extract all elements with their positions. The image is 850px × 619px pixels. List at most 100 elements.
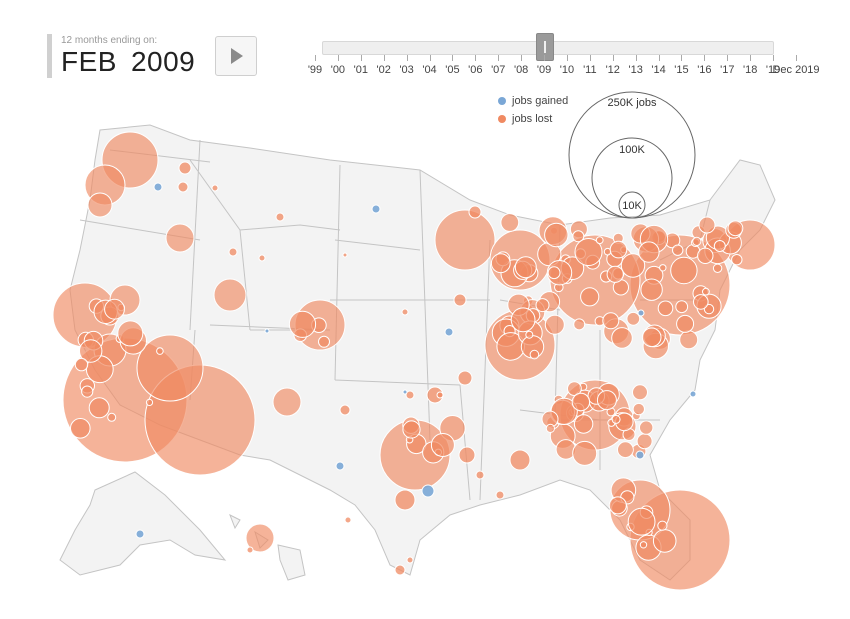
bubble-jobs-lost[interactable] — [79, 339, 103, 363]
bubble-jobs-lost[interactable] — [639, 420, 654, 435]
bubble-jobs-gained[interactable] — [371, 204, 381, 214]
bubble-jobs-lost[interactable] — [495, 490, 505, 500]
bubble-jobs-lost[interactable] — [525, 330, 534, 339]
bubble-jobs-lost[interactable] — [87, 192, 113, 218]
bubble-jobs-lost[interactable] — [609, 240, 628, 259]
bubble-jobs-lost[interactable] — [627, 507, 656, 536]
bubble-jobs-lost[interactable] — [611, 414, 621, 424]
bubble-jobs-lost[interactable] — [272, 387, 302, 417]
bubble-jobs-lost[interactable] — [529, 349, 540, 360]
bubble-jobs-lost[interactable] — [475, 470, 485, 480]
bubble-jobs-gained[interactable] — [335, 461, 345, 471]
bubble-jobs-lost[interactable] — [573, 318, 586, 331]
bubble-jobs-gained[interactable] — [444, 327, 454, 337]
timeline-slider[interactable] — [322, 33, 774, 61]
bubble-jobs-lost[interactable] — [490, 253, 511, 274]
bubble-jobs-lost[interactable] — [401, 308, 409, 316]
bubble-jobs-lost[interactable] — [228, 247, 238, 257]
bubble-jobs-lost[interactable] — [595, 236, 604, 245]
bubble-jobs-lost[interactable] — [573, 414, 594, 434]
bubble-jobs-lost[interactable] — [246, 546, 254, 554]
bubble-jobs-lost[interactable] — [156, 347, 164, 355]
bubble-jobs-lost[interactable] — [657, 520, 668, 531]
bubble-jobs-lost[interactable] — [245, 523, 275, 553]
bubble-jobs-lost[interactable] — [107, 412, 117, 422]
bubble-jobs-lost[interactable] — [727, 220, 744, 237]
bubble-jobs-lost[interactable] — [692, 236, 702, 246]
bubble-jobs-lost[interactable] — [211, 184, 219, 192]
bubble-jobs-lost[interactable] — [70, 418, 91, 439]
bubble-jobs-lost[interactable] — [545, 423, 556, 433]
bubble-jobs-lost[interactable] — [81, 385, 94, 398]
bubble-jobs-lost[interactable] — [632, 384, 648, 401]
bubble-jobs-lost[interactable] — [547, 266, 561, 280]
bubble-jobs-lost[interactable] — [638, 241, 660, 263]
bubble-jobs-lost[interactable] — [88, 397, 110, 419]
bubble-jobs-lost[interactable] — [468, 205, 482, 219]
bubble-jobs-lost[interactable] — [712, 263, 723, 273]
bubble-jobs-gained[interactable] — [689, 390, 697, 398]
bubble-jobs-lost[interactable] — [659, 264, 667, 272]
bubble-jobs-gained[interactable] — [264, 328, 270, 334]
bubble-jobs-lost[interactable] — [288, 310, 317, 338]
bubble-jobs-lost[interactable] — [657, 300, 674, 317]
bubble-jobs-lost[interactable] — [500, 213, 520, 232]
bubble-jobs-lost[interactable] — [344, 516, 352, 524]
bubble-jobs-lost[interactable] — [457, 370, 473, 386]
bubble-jobs-gained[interactable] — [635, 450, 645, 460]
bubble-jobs-lost[interactable] — [713, 240, 726, 252]
bubble-jobs-lost[interactable] — [405, 390, 415, 400]
bubble-jobs-lost[interactable] — [639, 541, 648, 549]
bubble-jobs-lost[interactable] — [136, 334, 204, 402]
bubble-jobs-gained[interactable] — [637, 309, 645, 317]
bubble-jobs-lost[interactable] — [509, 449, 531, 471]
bubble-jobs-lost[interactable] — [177, 181, 189, 193]
bubble-jobs-lost[interactable] — [617, 441, 634, 459]
bubble-jobs-lost[interactable] — [606, 265, 624, 283]
bubble-jobs-lost[interactable] — [611, 327, 633, 349]
bubble-jobs-lost[interactable] — [641, 327, 662, 348]
bubble-jobs-lost[interactable] — [574, 238, 603, 266]
bubble-jobs-lost[interactable] — [458, 446, 476, 464]
bubble-jobs-lost[interactable] — [693, 294, 709, 310]
bubble-jobs-lost[interactable] — [104, 298, 125, 320]
bubble-jobs-lost[interactable] — [640, 278, 663, 301]
play-button[interactable] — [215, 36, 257, 76]
bubble-jobs-lost[interactable] — [178, 161, 192, 175]
bubble-jobs-lost[interactable] — [572, 440, 598, 466]
bubble-jobs-lost[interactable] — [697, 247, 714, 265]
bubble-jobs-lost[interactable] — [620, 253, 646, 278]
bubble-jobs-gained[interactable] — [421, 484, 435, 498]
bubble-jobs-lost[interactable] — [342, 252, 348, 258]
bubble-jobs-lost[interactable] — [510, 307, 536, 333]
bubble-jobs-lost[interactable] — [436, 391, 444, 399]
bubble-jobs-lost[interactable] — [596, 390, 617, 411]
bubble-jobs-lost[interactable] — [608, 496, 627, 515]
bubble-jobs-lost[interactable] — [572, 230, 585, 243]
bubble-jobs-lost[interactable] — [258, 254, 266, 262]
bubble-jobs-lost[interactable] — [434, 209, 496, 271]
bubble-jobs-lost[interactable] — [165, 223, 195, 253]
bubble-jobs-lost[interactable] — [117, 320, 144, 347]
bubble-jobs-lost[interactable] — [571, 392, 591, 412]
bubble-jobs-lost[interactable] — [731, 254, 743, 266]
bubble-jobs-lost[interactable] — [670, 256, 698, 285]
bubble-jobs-lost[interactable] — [652, 529, 677, 553]
bubble-jobs-lost[interactable] — [535, 298, 550, 313]
bubble-jobs-lost[interactable] — [672, 244, 684, 256]
bubble-jobs-lost[interactable] — [698, 216, 716, 234]
bubble-jobs-gained[interactable] — [402, 389, 408, 395]
bubble-jobs-lost[interactable] — [453, 293, 467, 307]
bubble-jobs-lost[interactable] — [679, 330, 699, 350]
bubble-jobs-lost[interactable] — [626, 311, 641, 326]
bubble-jobs-lost[interactable] — [702, 287, 710, 296]
bubble-jobs-lost[interactable] — [394, 564, 406, 576]
bubble-jobs-lost[interactable] — [544, 314, 565, 335]
bubble-jobs-lost[interactable] — [74, 357, 89, 372]
bubble-jobs-lost[interactable] — [339, 404, 351, 416]
bubble-jobs-lost[interactable] — [406, 556, 414, 564]
bubble-jobs-lost[interactable] — [394, 489, 416, 511]
bubble-jobs-lost[interactable] — [602, 312, 620, 330]
bubble-jobs-lost[interactable] — [430, 433, 455, 457]
bubble-jobs-lost[interactable] — [544, 222, 569, 248]
